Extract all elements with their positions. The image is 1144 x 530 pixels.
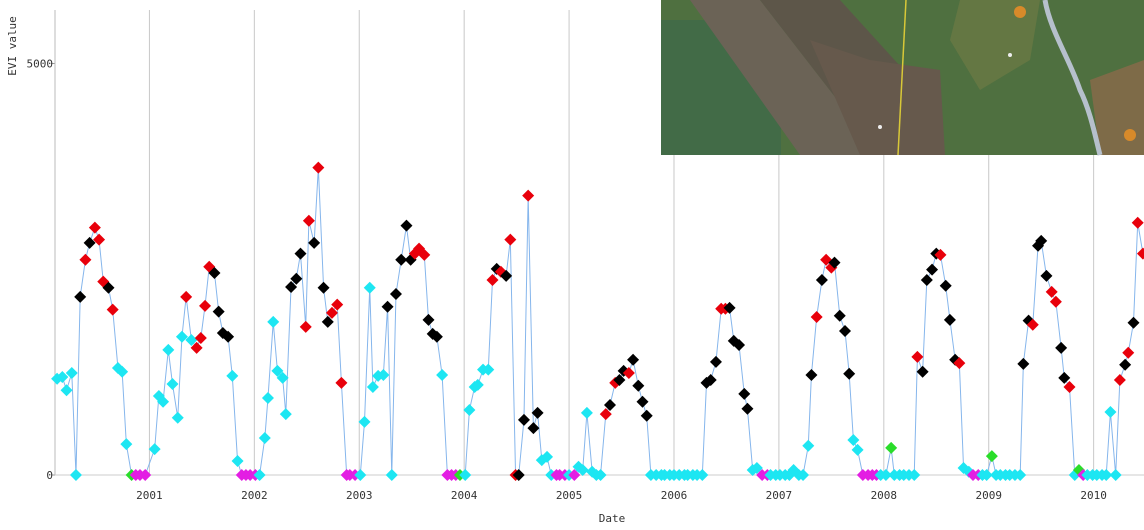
data-point [70, 469, 82, 481]
data-point [120, 438, 132, 450]
data-point [294, 248, 306, 260]
x-tick-label: 2006 [661, 489, 688, 502]
data-point [802, 440, 814, 452]
chart: 2001 2002 2003 2004 2005 2006 2007 2008 2009 2010… [0, 0, 1144, 530]
data-point [162, 344, 174, 356]
data-point [940, 280, 952, 292]
data-point [167, 378, 179, 390]
x-axis-title: Date [599, 512, 626, 525]
data-point [1114, 374, 1126, 386]
data-point [632, 380, 644, 392]
data-point [1128, 317, 1140, 329]
data-point [944, 314, 956, 326]
data-point [637, 396, 649, 408]
data-point [738, 388, 750, 400]
data-point [180, 291, 192, 303]
data-point [199, 300, 211, 312]
data-point [522, 190, 534, 202]
data-point [504, 234, 516, 246]
data-point [300, 321, 312, 333]
data-point [93, 234, 105, 246]
data-point [811, 311, 823, 323]
data-point [259, 432, 271, 444]
y-tick-label: 0 [46, 469, 53, 482]
data-point [581, 407, 593, 419]
data-point [741, 403, 753, 415]
x-tick-label: 2008 [871, 489, 898, 502]
data-point [921, 274, 933, 286]
x-tick-label: 2005 [556, 489, 583, 502]
data-point [986, 450, 998, 462]
data-point [280, 408, 292, 420]
data-point [89, 222, 101, 234]
data-point [364, 282, 376, 294]
x-tick-label: 2002 [241, 489, 268, 502]
data-point [400, 220, 412, 232]
data-point [911, 351, 923, 363]
data-point [1137, 248, 1144, 260]
data-point [267, 316, 279, 328]
data-point [1055, 342, 1067, 354]
data-point [386, 469, 398, 481]
data-point [367, 381, 379, 393]
x-tick-label: 2009 [975, 489, 1002, 502]
y-tick-label: 5000 [27, 57, 54, 70]
data-point [1040, 270, 1052, 282]
data-point [627, 354, 639, 366]
data-point [1017, 358, 1029, 370]
data-point [436, 369, 448, 381]
data-point [61, 384, 73, 396]
data-point [834, 310, 846, 322]
data-point [74, 291, 86, 303]
data-point [1122, 347, 1134, 359]
data-point [486, 274, 498, 286]
data-point [318, 282, 330, 294]
x-tick-label: 2010 [1080, 489, 1107, 502]
data-point [527, 422, 539, 434]
data-point [917, 366, 929, 378]
x-tick-label: 2003 [346, 489, 373, 502]
data-point [176, 331, 188, 343]
data-point [816, 274, 828, 286]
data-point [1104, 406, 1116, 418]
data-point [1119, 359, 1131, 371]
data-point [358, 416, 370, 428]
data-point [463, 404, 475, 416]
series-line [57, 168, 1143, 475]
data-point [79, 254, 91, 266]
data-point [303, 215, 315, 227]
y-axis-title: EVI value [6, 16, 19, 76]
data-point [226, 370, 238, 382]
map-inset [661, 0, 1144, 155]
data-point [518, 414, 530, 426]
data-point [262, 392, 274, 404]
data-point [843, 368, 855, 380]
data-point [149, 443, 161, 455]
data-point [805, 369, 817, 381]
data-point [641, 410, 653, 422]
data-point [390, 288, 402, 300]
x-tick-label: 2004 [451, 489, 478, 502]
data-point [107, 304, 119, 316]
x-tick-label: 2007 [766, 489, 793, 502]
data-point [422, 314, 434, 326]
data-point [839, 325, 851, 337]
data-point [172, 412, 184, 424]
data-point [1110, 469, 1122, 481]
data-point [312, 162, 324, 174]
data-point [382, 301, 394, 313]
x-tick-label: 2001 [136, 489, 163, 502]
data-point [885, 442, 897, 454]
data-point [335, 377, 347, 389]
data-point [213, 306, 225, 318]
data-point [84, 237, 96, 249]
data-point [232, 455, 244, 467]
data-point [926, 264, 938, 276]
data-point [308, 237, 320, 249]
data-point [710, 356, 722, 368]
data-point [1132, 217, 1144, 229]
